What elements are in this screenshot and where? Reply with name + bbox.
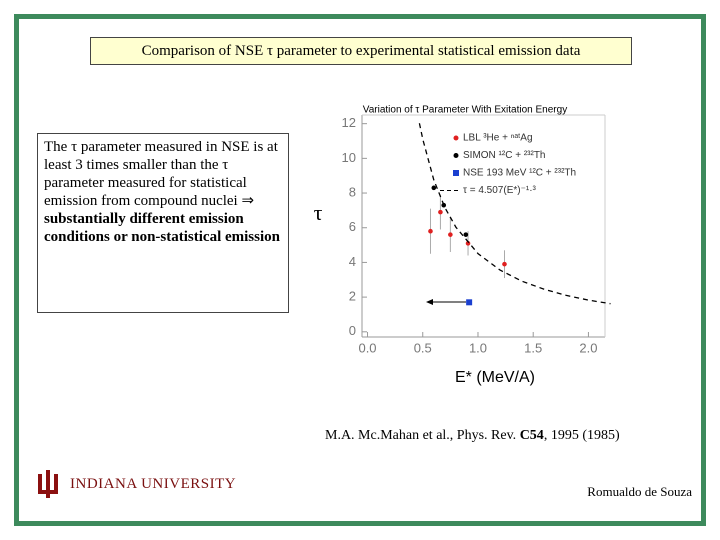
x-tick-label: 0.0 bbox=[358, 340, 376, 355]
point bbox=[463, 232, 469, 237]
legend-swatch bbox=[453, 170, 459, 176]
y-tick-label: 2 bbox=[349, 289, 356, 304]
point bbox=[502, 261, 507, 267]
y-axis-label: τ bbox=[314, 200, 323, 225]
point bbox=[438, 209, 443, 215]
legend-label: SIMON ¹²C + ²³²Th bbox=[463, 150, 546, 161]
y-tick-label: 4 bbox=[349, 254, 356, 269]
y-tick-label: 6 bbox=[349, 219, 356, 234]
limit-arrowhead bbox=[426, 299, 433, 305]
note-emphasis: substantially different emission conditi… bbox=[44, 211, 280, 245]
fit-curve bbox=[418, 123, 611, 305]
slide-title: Comparison of NSE τ parameter to experim… bbox=[90, 37, 632, 65]
x-tick-label: 2.0 bbox=[579, 340, 597, 355]
iu-logo bbox=[38, 470, 58, 498]
citation-volume: C54 bbox=[519, 428, 544, 443]
x-tick-label: 0.5 bbox=[414, 340, 432, 355]
chart-title: Variation of τ Parameter With Exitation … bbox=[363, 105, 567, 116]
slide-frame bbox=[14, 14, 706, 526]
y-tick-label: 8 bbox=[349, 184, 356, 199]
legend-swatch bbox=[453, 153, 459, 158]
y-tick-label: 0 bbox=[349, 323, 356, 338]
legend-label: LBL ³He + ⁿᵃᵗAg bbox=[463, 133, 533, 144]
x-tick-label: 1.0 bbox=[469, 340, 487, 355]
author: Romualdo de Souza bbox=[587, 484, 692, 499]
citation-authors: M.A. Mc.Mahan et al., Phys. Rev. bbox=[325, 428, 520, 443]
legend-label: NSE 193 MeV ¹²C + ²³²Th bbox=[463, 168, 576, 179]
point bbox=[428, 228, 433, 234]
citation: M.A. Mc.Mahan et al., Phys. Rev. C54, 19… bbox=[325, 428, 620, 444]
logo-text: INDIANA UNIVERSITY bbox=[70, 476, 237, 492]
y-tick-label: 10 bbox=[342, 150, 356, 165]
point bbox=[431, 185, 437, 191]
y-tick-label: 12 bbox=[342, 115, 356, 130]
citation-rest: , 1995 (1985) bbox=[543, 428, 620, 443]
note-box: The τ parameter measured in NSE is at le… bbox=[37, 133, 289, 313]
legend-swatch bbox=[453, 135, 459, 141]
point bbox=[466, 299, 473, 306]
legend-label: τ = 4.507(E*)⁻¹·³ bbox=[463, 185, 537, 196]
x-axis-label: E* (MeV/A) bbox=[455, 369, 535, 386]
note-text: The τ parameter measured in NSE is at le… bbox=[44, 139, 278, 209]
point bbox=[448, 232, 453, 237]
x-tick-label: 1.5 bbox=[524, 340, 542, 355]
